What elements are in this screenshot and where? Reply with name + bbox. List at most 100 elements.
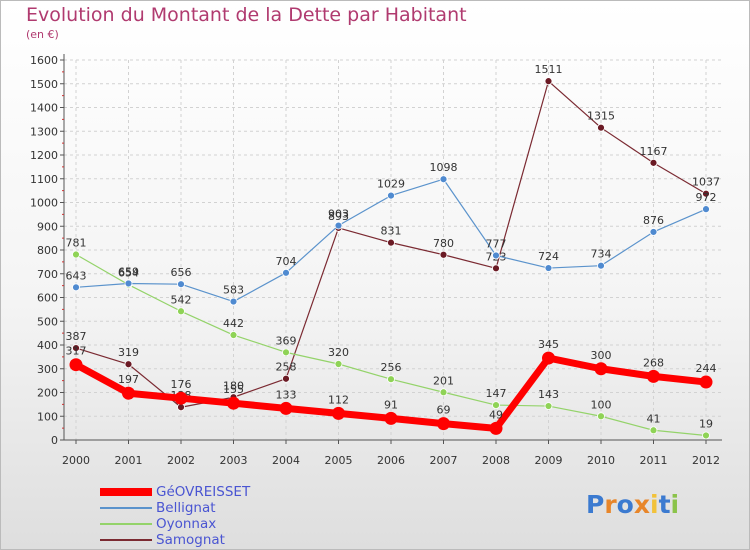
data-label: 176 — [171, 378, 192, 391]
data-label: 659 — [118, 265, 139, 278]
data-point — [334, 221, 343, 230]
data-label: 1098 — [430, 161, 458, 174]
legend-label: Samognat — [156, 532, 225, 548]
data-label: 781 — [66, 237, 87, 250]
data-label: 1315 — [587, 110, 615, 123]
logo-letter: i — [650, 490, 659, 519]
data-point — [124, 279, 133, 288]
data-point — [72, 283, 80, 292]
y-tick-label: 600 — [37, 292, 58, 305]
x-tick-label: 2011 — [640, 454, 668, 467]
y-tick-label: 300 — [37, 363, 58, 376]
data-label: 256 — [381, 361, 402, 374]
data-point — [702, 189, 710, 198]
data-point — [174, 391, 188, 405]
data-point — [227, 396, 240, 410]
y-tick-label: 400 — [37, 339, 58, 352]
data-label: 387 — [66, 330, 87, 343]
data-point — [597, 412, 605, 421]
data-point — [492, 401, 500, 409]
x-tick-label: 2009 — [535, 454, 563, 467]
data-label: 258 — [276, 361, 297, 374]
data-point — [282, 374, 290, 383]
data-point — [122, 386, 135, 400]
logo-letter: P — [586, 490, 605, 519]
data-label: 317 — [66, 345, 87, 358]
data-point — [282, 348, 290, 357]
x-tick-label: 2012 — [692, 454, 720, 467]
data-point — [72, 250, 80, 259]
data-point — [542, 351, 555, 365]
data-point — [492, 264, 500, 273]
data-point — [597, 123, 605, 132]
data-label: 143 — [538, 388, 559, 401]
legend-swatch — [100, 523, 152, 525]
data-point — [437, 417, 450, 431]
data-label: 831 — [381, 225, 402, 238]
x-tick-label: 2005 — [325, 454, 353, 467]
data-label: 583 — [223, 284, 244, 297]
y-tick-label: 500 — [37, 315, 58, 328]
data-point — [544, 402, 553, 410]
legend-label: GéOVREISSET — [156, 484, 251, 500]
data-point — [544, 77, 553, 86]
x-tick-label: 2008 — [482, 454, 510, 467]
legend-item-samognat: Samognat — [100, 532, 340, 548]
y-tick-label: 800 — [37, 244, 58, 257]
data-point — [492, 251, 500, 260]
data-point — [649, 158, 658, 167]
y-tick-label: 0 — [51, 434, 58, 447]
proxiti-logo: Proxiti — [586, 490, 679, 519]
data-point — [597, 261, 605, 270]
data-label: 903 — [328, 208, 349, 221]
legend-label: Bellignat — [156, 500, 216, 516]
data-label: 893 — [328, 210, 349, 223]
data-label: 197 — [118, 373, 139, 386]
x-tick-label: 2006 — [377, 454, 405, 467]
data-label: 654 — [118, 267, 139, 280]
data-label: 643 — [66, 269, 87, 282]
data-point — [702, 205, 710, 214]
data-label: 780 — [433, 237, 454, 250]
x-tick-label: 2004 — [272, 454, 300, 467]
x-tick-label: 2010 — [587, 454, 615, 467]
data-label: 244 — [696, 362, 717, 375]
data-point — [229, 297, 238, 306]
data-label: 147 — [486, 387, 507, 400]
logo-letter: r — [604, 490, 617, 519]
data-label: 542 — [171, 293, 192, 306]
data-label: 268 — [643, 356, 664, 369]
y-tick-label: 1500 — [30, 78, 58, 91]
y-tick-label: 200 — [37, 387, 58, 400]
data-point — [72, 344, 80, 352]
legend-item-bellignat: Bellignat — [100, 500, 340, 516]
y-tick-label: 900 — [37, 220, 58, 233]
data-label: 100 — [591, 398, 612, 411]
data-point — [439, 250, 448, 259]
x-tick-label: 2003 — [220, 454, 248, 467]
data-point — [279, 401, 293, 415]
data-point — [334, 360, 343, 368]
data-label: 777 — [486, 237, 507, 250]
data-point — [649, 228, 658, 236]
logo-letter: i — [670, 490, 680, 519]
data-label: 133 — [276, 388, 297, 401]
data-label: 19 — [699, 417, 713, 430]
data-point — [177, 307, 185, 316]
logo-letter: o — [616, 490, 634, 519]
data-label: 656 — [171, 266, 192, 279]
data-point — [647, 369, 660, 383]
data-point — [387, 238, 395, 247]
data-point — [282, 268, 290, 277]
legend-swatch — [100, 488, 152, 496]
data-label: 1029 — [377, 178, 405, 191]
data-point — [229, 331, 238, 339]
data-label: 320 — [328, 346, 349, 359]
data-label: 724 — [538, 250, 559, 263]
data-point — [177, 280, 185, 289]
data-point — [332, 406, 345, 420]
x-tick-label: 2000 — [62, 454, 90, 467]
data-point — [384, 411, 398, 425]
data-label: 734 — [591, 248, 612, 261]
